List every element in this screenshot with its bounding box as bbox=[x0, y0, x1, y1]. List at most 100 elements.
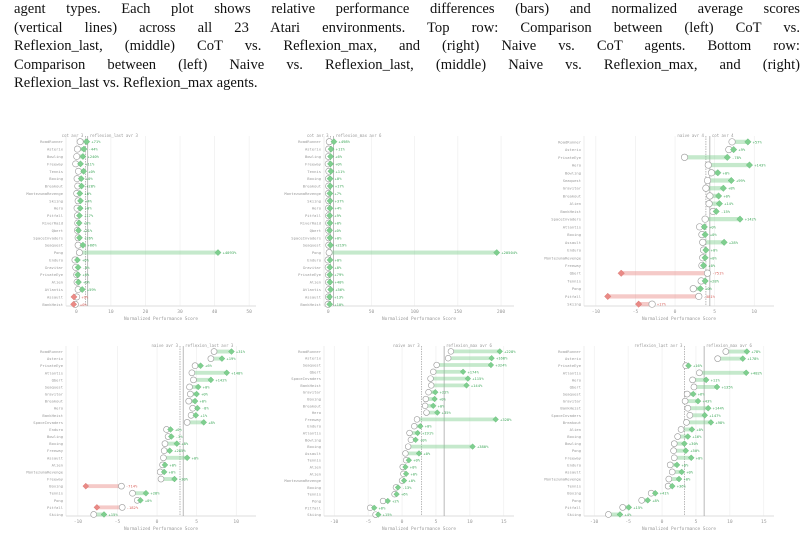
category-label: Alien bbox=[310, 471, 321, 476]
baseline-marker bbox=[413, 416, 421, 423]
baseline-marker bbox=[704, 161, 712, 169]
category-label: Alien bbox=[52, 462, 63, 467]
difference-bar bbox=[428, 390, 436, 395]
difference-label: +144% bbox=[471, 383, 483, 388]
difference-label: +0% bbox=[423, 451, 431, 456]
category-label: Pitfall bbox=[47, 213, 63, 218]
category-label: Atlantis bbox=[563, 224, 581, 229]
baseline-marker bbox=[696, 369, 703, 377]
difference-label: +16% bbox=[692, 434, 702, 439]
baseline-marker bbox=[190, 376, 197, 384]
x-tick-label: 5 bbox=[713, 309, 716, 315]
comparison-marker bbox=[713, 383, 721, 391]
figure-caption: agent types. Each plot shows relative pe… bbox=[14, 0, 800, 93]
baseline-marker bbox=[406, 429, 413, 437]
comparison-marker bbox=[228, 348, 235, 355]
difference-label: +37% bbox=[335, 198, 345, 203]
comparison-marker bbox=[326, 278, 334, 286]
comparison-marker bbox=[223, 369, 230, 377]
comparison-marker bbox=[689, 390, 697, 398]
comparison-marker bbox=[375, 511, 382, 518]
comparison-marker bbox=[417, 423, 424, 430]
category-label: Pitfall bbox=[305, 213, 321, 218]
x-tick-label: 200 bbox=[497, 309, 506, 315]
category-label: Tennis bbox=[307, 492, 321, 497]
baseline-marker bbox=[701, 215, 709, 223]
comparison-marker bbox=[644, 497, 652, 504]
chart-top-left: 0 10 20 30 40 50 Normalized Performance Score c… bbox=[26, 128, 258, 324]
difference-bar bbox=[708, 162, 750, 168]
difference-label: +6% bbox=[335, 154, 343, 159]
baseline-marker bbox=[160, 447, 168, 454]
reference-line-label: reflexion_max avr 6 bbox=[706, 343, 752, 348]
difference-bar bbox=[436, 363, 491, 367]
difference-label: +0% bbox=[84, 191, 92, 196]
difference-label: -751% bbox=[712, 271, 724, 276]
baseline-marker bbox=[695, 292, 703, 300]
difference-bar bbox=[677, 434, 688, 439]
comparison-marker bbox=[326, 227, 334, 234]
baseline-marker bbox=[73, 145, 81, 153]
category-label: Enduro bbox=[49, 257, 63, 262]
comparison-marker bbox=[183, 454, 191, 462]
x-tick-label: 20 bbox=[143, 309, 149, 315]
difference-label: -13% bbox=[402, 485, 412, 490]
baseline-marker bbox=[191, 362, 199, 369]
comparison-marker bbox=[327, 153, 334, 160]
comparison-marker bbox=[70, 300, 77, 308]
difference-bar bbox=[709, 201, 720, 206]
category-label: Qbert bbox=[310, 228, 321, 233]
difference-label: +28% bbox=[150, 491, 160, 496]
difference-label: +0% bbox=[709, 224, 717, 229]
comparison-marker bbox=[459, 368, 467, 375]
baseline-marker bbox=[447, 348, 455, 355]
comparison-marker bbox=[393, 491, 400, 498]
comparison-marker bbox=[394, 484, 402, 491]
comparison-marker bbox=[668, 482, 676, 490]
category-label: Qbert bbox=[52, 228, 63, 233]
category-label: SpaceInvaders bbox=[291, 235, 321, 240]
baseline-marker bbox=[702, 184, 710, 192]
difference-label: +0% bbox=[438, 403, 446, 408]
baseline-marker bbox=[76, 138, 84, 146]
category-label: Qbert bbox=[570, 271, 581, 276]
comparison-marker bbox=[77, 160, 84, 168]
difference-label: +8% bbox=[652, 498, 660, 503]
difference-label: -3% bbox=[176, 434, 184, 439]
comparison-marker bbox=[161, 461, 169, 469]
comparison-marker bbox=[326, 175, 334, 183]
category-label: Boxing bbox=[49, 441, 63, 446]
baseline-marker bbox=[430, 368, 437, 375]
category-label: Qbert bbox=[52, 377, 63, 382]
difference-label: +16% bbox=[693, 363, 703, 368]
difference-bar bbox=[450, 349, 500, 354]
baseline-marker bbox=[706, 192, 714, 200]
category-label: Tennis bbox=[307, 458, 321, 463]
reference-line-label: naive avr 3 bbox=[152, 343, 179, 348]
x-tick-label: 0 bbox=[674, 309, 677, 315]
difference-label: +0% bbox=[203, 384, 211, 389]
category-label: MontezumaRevenge bbox=[544, 255, 581, 260]
comparison-marker bbox=[194, 383, 202, 391]
category-label: BankHeist bbox=[560, 209, 581, 214]
difference-label: +148% bbox=[231, 370, 243, 375]
comparison-marker bbox=[160, 468, 168, 476]
caption-line: Reflexion_last vs. Reflexion_max agents. bbox=[14, 75, 258, 92]
category-label: Boxing bbox=[567, 434, 581, 439]
difference-label: +0% bbox=[80, 302, 88, 307]
baseline-marker bbox=[699, 238, 707, 246]
chart-svg: 0 10 20 30 40 50 Normalized Performance Score c… bbox=[26, 133, 256, 322]
comparison-marker bbox=[77, 175, 85, 183]
comparison-marker bbox=[702, 246, 710, 254]
category-label: Freeway bbox=[305, 161, 322, 166]
difference-label: +28% bbox=[710, 278, 720, 283]
difference-bar bbox=[693, 286, 701, 291]
category-label: RiverRaid bbox=[42, 221, 63, 226]
category-label: Assault bbox=[47, 455, 63, 460]
category-label: Enduro bbox=[567, 462, 581, 467]
difference-bar bbox=[430, 376, 468, 381]
difference-label: +0% bbox=[439, 397, 447, 402]
difference-label: -0% bbox=[83, 265, 91, 270]
comparison-marker bbox=[616, 511, 624, 518]
difference-label: +205% bbox=[174, 448, 186, 453]
